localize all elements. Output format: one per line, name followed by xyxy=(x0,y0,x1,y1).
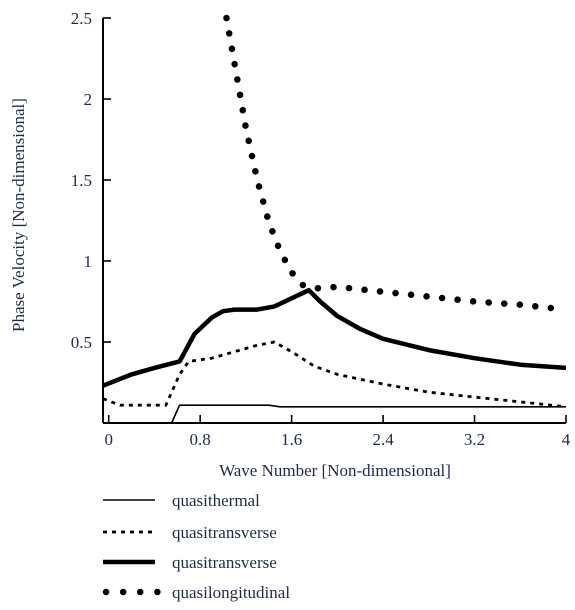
legend: quasithermal quasitransverse quasitransver… xyxy=(102,491,290,602)
y-tick-label: 0.5 xyxy=(71,333,92,352)
y-tick-label: 1.5 xyxy=(71,171,92,190)
series-line-1-quasithermal xyxy=(103,404,566,424)
series-line-4-quasilongitudinal xyxy=(223,14,570,313)
x-tick-label: 0.8 xyxy=(190,430,211,449)
axes: 0 0.8 1.6 2.4 3.2 4 0.5 1 1.5 2 2.5 xyxy=(71,9,571,449)
y-tick-label: 2.5 xyxy=(71,9,92,28)
legend-label-4: quasilongitudinal xyxy=(172,583,290,602)
plot-area xyxy=(102,14,570,424)
x-tick-label: 4 xyxy=(562,430,571,449)
x-tick-label: 2.4 xyxy=(372,430,394,449)
series-line-2-quasitransverse xyxy=(102,340,567,409)
y-axis-title: Phase Velocity [Non-dimensional] xyxy=(9,98,28,332)
y-tick-label: 2 xyxy=(84,90,93,109)
x-tick-label: 0 xyxy=(104,430,113,449)
y-tick-label: 1 xyxy=(84,252,93,271)
legend-label-2: quasitransverse xyxy=(172,523,277,542)
x-tick-label: 3.2 xyxy=(464,430,485,449)
series-line-3-quasitransverse xyxy=(102,287,567,388)
legend-label-1: quasithermal xyxy=(172,491,260,510)
x-tick-label: 1.6 xyxy=(281,430,302,449)
x-axis-title: Wave Number [Non-dimensional] xyxy=(219,461,451,480)
legend-label-3: quasitransverse xyxy=(172,553,277,572)
